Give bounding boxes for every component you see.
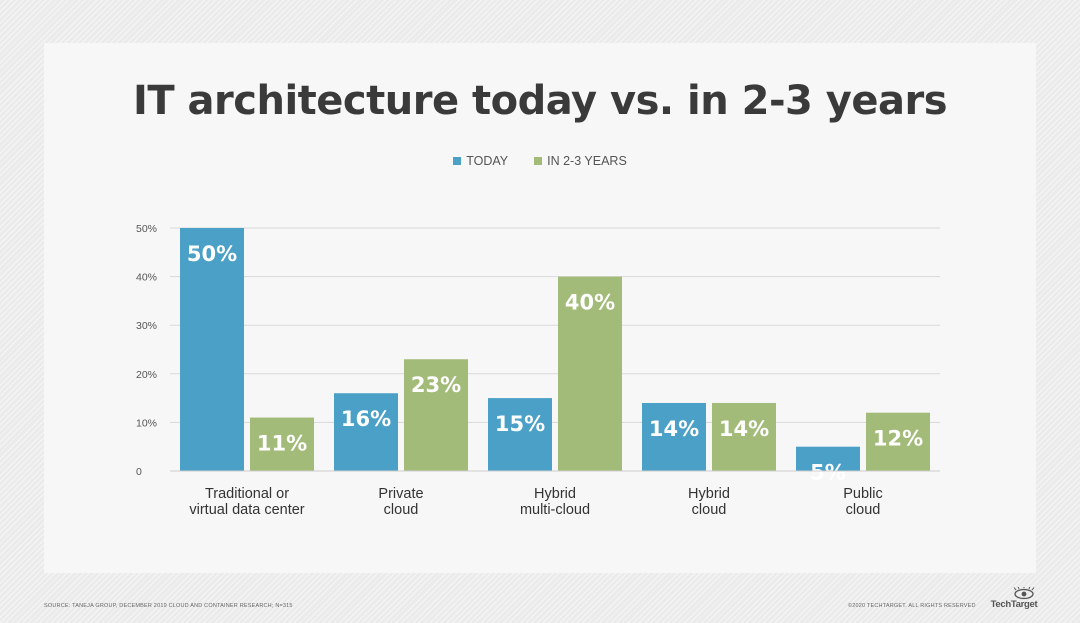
bar-future bbox=[712, 402, 776, 471]
bar-value-label: 12% bbox=[873, 427, 923, 451]
y-tick-label: 20% bbox=[136, 369, 157, 381]
bar-today bbox=[334, 393, 398, 471]
bar-today bbox=[488, 398, 552, 471]
eye-icon bbox=[1013, 586, 1035, 600]
x-category-label: cloud bbox=[384, 502, 419, 518]
x-category-label: Hybrid bbox=[688, 486, 730, 502]
x-category-label: virtual data center bbox=[189, 502, 304, 518]
y-tick-label: 10% bbox=[136, 417, 157, 429]
source-note: SOURCE: TANEJA GROUP, DECEMBER 2019 CLOU… bbox=[44, 603, 293, 609]
bar-today bbox=[180, 228, 244, 471]
brand-name: TechTarget bbox=[990, 599, 1038, 610]
bar-value-label: 14% bbox=[649, 417, 699, 441]
x-category-label: Hybrid bbox=[534, 486, 576, 502]
bar-value-label: 23% bbox=[411, 373, 461, 397]
x-category-label: cloud bbox=[692, 502, 727, 518]
x-category-label: Private bbox=[378, 486, 423, 502]
y-tick-label: 30% bbox=[136, 320, 157, 332]
bar-today bbox=[796, 446, 860, 471]
x-category-label: cloud bbox=[846, 502, 881, 518]
x-category-label: Traditional or bbox=[205, 486, 289, 502]
legend-item-future: IN 2-3 YEARS bbox=[534, 154, 627, 168]
bar-value-label: 50% bbox=[187, 242, 237, 266]
y-tick-label: 0 bbox=[136, 466, 142, 478]
legend-label-today: TODAY bbox=[466, 154, 509, 168]
bar-value-label: 14% bbox=[719, 417, 769, 441]
chart-title: IT architecture today vs. in 2-3 years bbox=[132, 78, 948, 124]
bar-value-label: 40% bbox=[565, 291, 615, 315]
x-category-label: multi-cloud bbox=[520, 502, 590, 518]
legend-label-future: IN 2-3 YEARS bbox=[547, 154, 627, 168]
legend-swatch-future bbox=[534, 157, 543, 165]
x-category-label: Public bbox=[843, 486, 883, 502]
bar-future bbox=[250, 417, 314, 471]
y-tick-label: 50% bbox=[136, 223, 157, 235]
bar-future bbox=[404, 359, 468, 471]
bar-value-label: 11% bbox=[257, 432, 307, 456]
techtarget-logo: TechTarget bbox=[990, 586, 1038, 614]
bar-future bbox=[558, 276, 622, 471]
y-tick-label: 40% bbox=[136, 272, 157, 284]
bar-value-label: 15% bbox=[495, 412, 545, 436]
bar-today bbox=[642, 402, 706, 471]
copyright-note: ©2020 TECHTARGET. ALL RIGHTS RESERVED bbox=[848, 603, 976, 609]
bar-value-label: 5% bbox=[810, 461, 846, 485]
legend-swatch-today bbox=[453, 157, 462, 165]
legend-item-today: TODAY bbox=[453, 154, 508, 168]
bar-value-label: 16% bbox=[341, 407, 391, 431]
chart-legend: TODAY IN 2-3 YEARS bbox=[0, 154, 1080, 168]
bar-future bbox=[866, 412, 930, 471]
